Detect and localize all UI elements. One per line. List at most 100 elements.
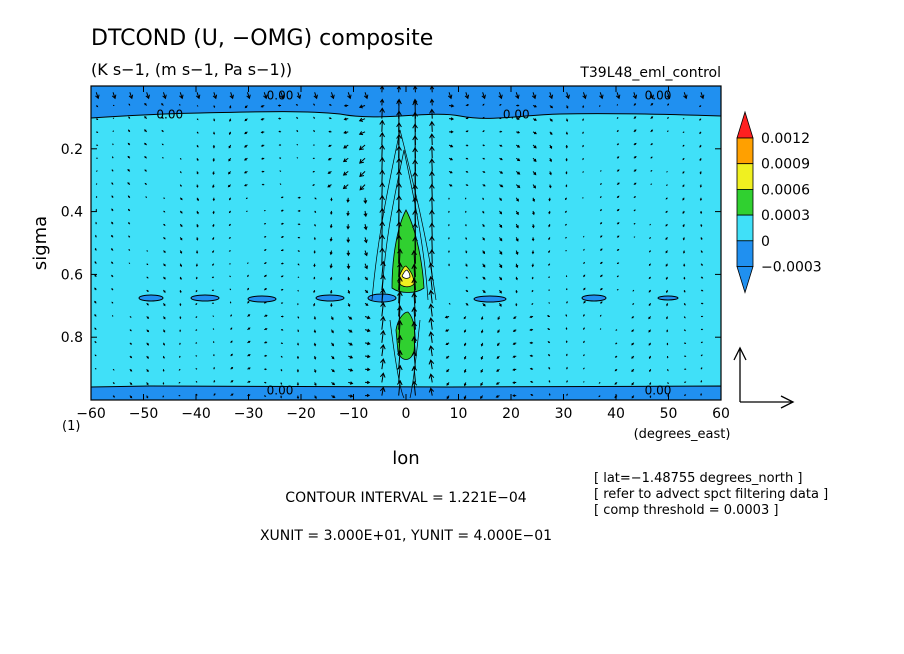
wind-vector [546,315,550,318]
wind-vector [263,301,267,304]
wind-vector [650,102,654,106]
wind-vector [314,197,317,200]
x-tick-label: −20 [286,406,316,422]
wind-vector [583,340,585,344]
wind-vector [313,92,318,100]
wind-vector [429,209,435,225]
wind-vector [700,328,704,331]
wind-vector [683,289,686,293]
wind-vector [665,237,668,241]
wind-vector [331,395,336,398]
wind-vector [515,290,518,294]
wind-vector [482,263,486,268]
wind-vector [280,196,284,199]
wind-vector [529,315,534,319]
y-tick-label: 0.6 [61,267,83,283]
wind-vector [699,144,702,148]
wind-vector [359,171,366,178]
wind-vector [94,300,97,304]
wind-vector [565,118,569,122]
wind-vector [128,249,131,251]
wind-vector [564,223,567,226]
colorbar-level-label: 0.0012 [761,131,810,147]
wind-vector [583,248,585,251]
wind-vector [213,393,216,396]
wind-vector [565,131,568,135]
x-tick-label: 0 [402,406,411,422]
wind-vector [666,342,669,346]
wind-vector [297,250,300,252]
wind-vector [565,92,570,100]
wind-vector [146,395,149,399]
wind-vector [516,104,520,107]
wind-vector [95,221,97,225]
wind-vector [163,303,166,307]
wind-vector [128,235,131,238]
wind-vector [111,248,114,251]
wind-vector [445,355,450,359]
wind-vector [363,224,368,231]
wind-vector [94,340,97,344]
wind-vector [699,105,702,108]
wind-vector [228,131,232,135]
wind-vector [633,169,637,172]
wind-vector [465,289,469,293]
wind-vector [380,329,386,343]
wind-vector [428,317,435,330]
wind-vector [429,248,435,264]
wind-vector [230,366,234,370]
wind-vector [112,368,115,371]
wind-vector [196,105,199,107]
wind-vector [429,120,435,132]
wind-vector [196,158,199,162]
wind-vector [633,156,637,159]
wind-vector [380,315,386,330]
wind-vector [700,224,703,228]
wind-vector [179,355,181,358]
wind-vector [313,116,316,119]
wind-vector [380,301,386,317]
wind-vector [495,381,500,385]
wind-vector [228,236,231,239]
wind-vector [616,143,620,146]
wind-vector [582,327,585,330]
wind-vector [228,250,231,252]
wind-vector [330,303,333,308]
wind-vector [348,381,354,385]
wind-vector [448,224,450,227]
wind-vector [331,382,336,386]
wind-vector [446,368,450,373]
wind-vector [547,341,551,344]
wind-vector [566,301,568,304]
wind-vector [682,250,686,254]
wind-vector [481,92,486,100]
wind-vector [212,197,215,202]
wind-vector [343,117,349,121]
wind-vector [195,250,199,254]
colorbar-segment [736,214,754,242]
wind-vector [599,314,602,317]
x-tick-label: 10 [450,406,468,422]
wind-vector [633,196,636,199]
wind-vector [566,380,568,383]
wind-vector [683,263,686,267]
wind-vector [111,288,114,291]
wind-vector [449,117,455,121]
x-tick-label: 60 [712,406,730,422]
wind-vector [331,329,334,334]
wind-vector [111,169,114,172]
wind-vector [280,275,284,278]
wind-vector [348,394,354,398]
wind-vector [246,92,251,100]
x-tick-label: −60 [76,406,106,422]
wind-vector [632,302,635,306]
wind-vector [682,237,685,241]
wind-vector [565,314,568,317]
wind-vector [111,221,114,225]
wind-vector [358,131,366,136]
wind-vector [261,170,265,173]
wind-vector [464,92,470,100]
wind-vector [447,92,453,100]
wind-vector [480,316,484,321]
wind-vector [195,302,198,306]
